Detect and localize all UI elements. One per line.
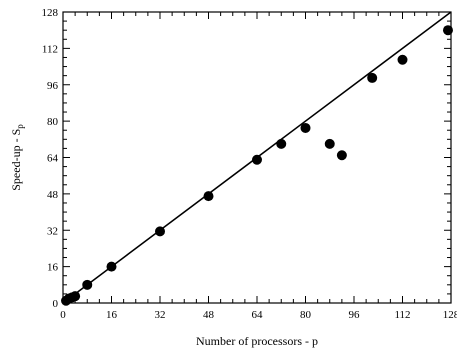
y-tick-label: 32 — [47, 225, 58, 237]
data-point — [70, 291, 81, 302]
tick-labels: 0 16 32 48 64 80 96 112 128 0 16 32 48 64 80 96 112 128 — [42, 7, 457, 321]
x-tick-label: 112 — [394, 309, 410, 321]
data-point — [203, 191, 214, 202]
y-axis-label-subscript: p — [15, 124, 25, 129]
data-point — [367, 72, 378, 83]
y-tick-label: 80 — [47, 116, 59, 128]
x-tick-label: 0 — [60, 309, 66, 321]
data-point — [155, 226, 165, 237]
y-tick-label: 48 — [47, 189, 59, 201]
x-tick-label: 32 — [155, 309, 166, 321]
data-point — [82, 279, 93, 290]
x-tick-label: 128 — [443, 309, 457, 321]
data-point — [252, 154, 262, 165]
y-tick-label: 0 — [53, 298, 59, 310]
axis-ticks — [62, 11, 452, 304]
y-tick-label: 96 — [47, 80, 59, 92]
x-tick-label: 64 — [252, 309, 264, 321]
x-tick-label: 96 — [349, 309, 361, 321]
y-axis-label: Speed-up - Sp — [9, 124, 25, 191]
y-tick-label: 112 — [42, 43, 58, 55]
y-axis-label-main: Speed-up - S — [9, 129, 23, 191]
y-tick-label: 16 — [47, 262, 59, 274]
data-point — [106, 261, 117, 272]
data-point — [397, 54, 408, 65]
data-points — [61, 25, 453, 306]
data-point — [300, 122, 311, 133]
data-point — [324, 138, 335, 149]
x-tick-label: 16 — [106, 309, 118, 321]
plot-frame — [62, 11, 452, 304]
x-tick-label: 48 — [203, 309, 215, 321]
x-axis-label: Number of processors - p — [196, 334, 318, 348]
y-tick-label: 128 — [42, 7, 59, 19]
data-point — [336, 150, 347, 161]
y-tick-label: 64 — [47, 153, 59, 165]
x-tick-label: 80 — [300, 309, 312, 321]
data-point — [276, 138, 287, 149]
